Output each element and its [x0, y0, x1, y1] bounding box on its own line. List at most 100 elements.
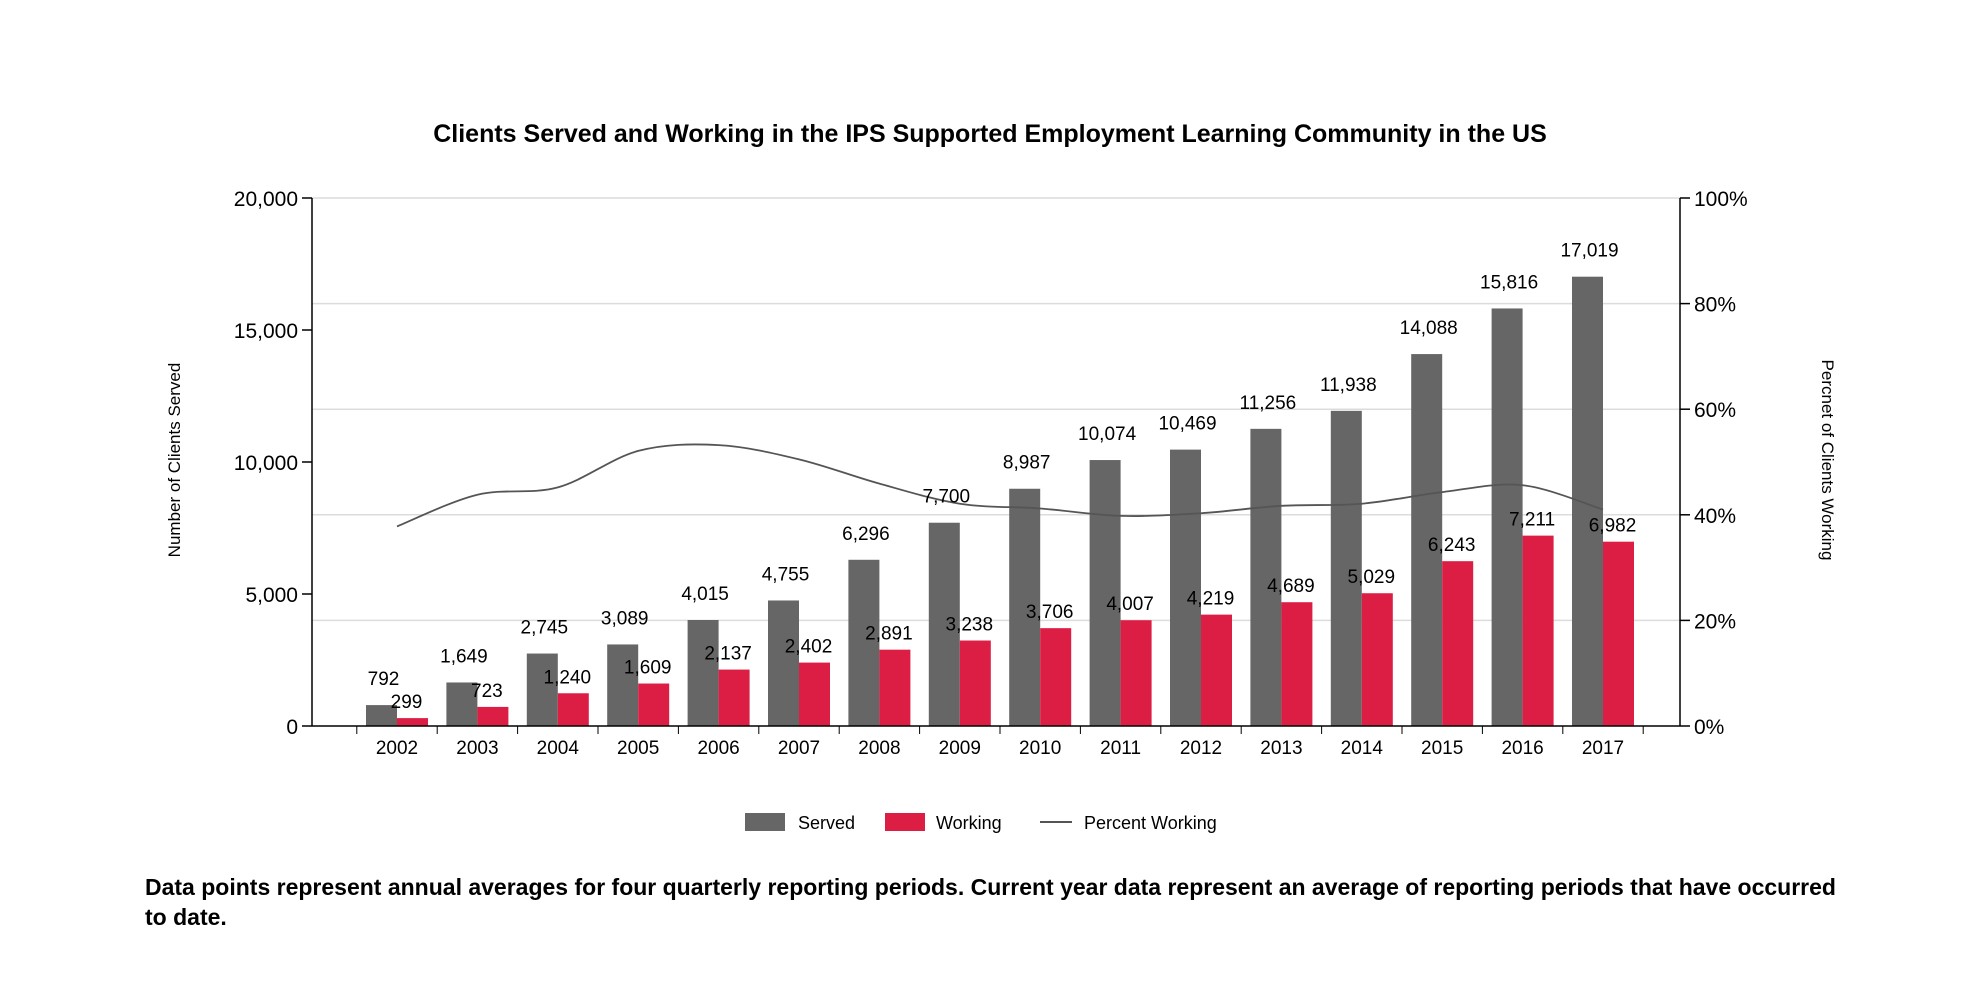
data-label-working: 4,689 — [1267, 576, 1315, 597]
x-tick-label: 2012 — [1180, 738, 1222, 759]
legend: Served Working Percent Working — [745, 813, 1217, 833]
percent-line — [396, 443, 1604, 528]
axes: 0 5,000 10,000 15,000 20,000 0% 20% 40% 60% 80% 10… — [234, 188, 1748, 759]
x-tick-label: 2002 — [376, 738, 418, 759]
data-label-working: 6,243 — [1428, 535, 1476, 556]
data-label-served: 6,296 — [842, 524, 890, 545]
x-tick-label: 2014 — [1341, 738, 1384, 759]
data-label-working: 7,211 — [1509, 510, 1555, 531]
data-label-served: 7,700 — [923, 487, 971, 508]
data-label-served: 11,938 — [1320, 375, 1377, 396]
series-line-percent-working — [396, 443, 1604, 528]
bar-served — [1009, 488, 1041, 726]
x-tick-label: 2009 — [939, 738, 981, 759]
data-label-working: 299 — [391, 692, 423, 713]
y-left-tick-label: 0 — [286, 716, 298, 739]
data-label-working: 723 — [471, 681, 503, 702]
y-left-tick-label: 20,000 — [234, 188, 298, 211]
bar-working — [1442, 561, 1474, 726]
data-label-served: 10,469 — [1158, 414, 1216, 435]
bar-working — [1603, 541, 1634, 726]
data-label-served: 4,755 — [762, 564, 810, 585]
chart-title: Clients Served and Working in the IPS Su… — [433, 120, 1547, 148]
bar-served — [366, 705, 397, 726]
y-left-axis-label: Number of Clients Served — [165, 363, 184, 558]
bar-served — [1330, 410, 1362, 726]
data-label-served: 14,088 — [1400, 318, 1458, 339]
bar-working — [557, 693, 589, 726]
x-tick-label: 2003 — [456, 738, 498, 759]
bar-working — [1120, 620, 1152, 726]
data-label-served: 10,074 — [1078, 424, 1137, 445]
bar-working — [959, 640, 991, 726]
legend-swatch-served — [745, 813, 785, 831]
y-right-tick-label: 60% — [1694, 399, 1736, 422]
bar-served — [768, 600, 799, 726]
bar-working — [477, 706, 509, 726]
legend-swatch-working — [885, 813, 925, 831]
data-label-served: 4,015 — [681, 584, 729, 605]
x-tick-label: 2005 — [617, 738, 659, 759]
bar-served — [1250, 428, 1282, 726]
data-label-served: 3,089 — [601, 608, 649, 629]
x-tick-label: 2016 — [1501, 738, 1543, 759]
data-label-working: 2,137 — [704, 644, 752, 665]
bar-served — [446, 682, 478, 726]
bar-served — [928, 522, 960, 726]
legend-label-working: Working — [936, 813, 1002, 833]
y-left-tick-label: 10,000 — [234, 452, 298, 475]
x-tick-label: 2004 — [537, 738, 580, 759]
y-right-axis-label: Percnet of Clients Working — [1818, 360, 1837, 561]
x-tick-label: 2010 — [1019, 738, 1061, 759]
bar-served — [526, 653, 558, 726]
bar-served — [687, 620, 719, 726]
x-tick-label: 2017 — [1582, 738, 1624, 759]
data-label-working: 5,029 — [1348, 567, 1396, 588]
bar-working — [1281, 602, 1313, 726]
data-label-served: 8,987 — [1003, 453, 1051, 474]
bar-served — [1411, 354, 1443, 726]
bar-served — [1491, 308, 1523, 726]
data-label-working: 2,402 — [785, 637, 833, 658]
data-label-served: 1,649 — [440, 646, 488, 667]
bar-served — [848, 559, 880, 726]
y-left-tick-label: 5,000 — [245, 584, 298, 607]
y-right-tick-label: 80% — [1694, 294, 1736, 317]
bar-working — [1201, 614, 1232, 726]
bar-served — [1089, 460, 1121, 726]
legend-label-percent-working: Percent Working — [1084, 813, 1217, 833]
data-label-served: 15,816 — [1480, 272, 1538, 293]
data-label-served: 17,019 — [1560, 241, 1618, 262]
data-label-working: 1,240 — [544, 667, 592, 688]
bar-working — [1522, 535, 1554, 726]
y-right-tick-label: 0% — [1694, 716, 1724, 739]
bar-working — [718, 669, 750, 726]
x-tick-label: 2011 — [1100, 738, 1141, 759]
bar-working — [638, 683, 670, 726]
bar-working — [1361, 593, 1393, 726]
grid — [312, 197, 1680, 622]
data-label-working: 1,609 — [624, 658, 672, 679]
y-right-tick-label: 20% — [1694, 610, 1736, 633]
footnote: Data points represent annual averages fo… — [145, 874, 1836, 930]
bar-working — [799, 662, 830, 726]
data-label-working: 3,238 — [946, 615, 994, 636]
x-tick-label: 2015 — [1421, 738, 1463, 759]
bar-served — [1170, 449, 1201, 726]
data-label-working: 2,891 — [865, 624, 913, 645]
bar-served — [1572, 276, 1603, 726]
data-label-served: 2,745 — [521, 618, 569, 639]
x-tick-label: 2013 — [1260, 738, 1302, 759]
y-right-tick-label: 40% — [1694, 505, 1736, 528]
data-label-working: 6,982 — [1589, 516, 1637, 537]
y-left-tick-label: 15,000 — [234, 320, 298, 343]
data-label-working: 4,219 — [1187, 589, 1235, 610]
x-tick-label: 2006 — [697, 738, 739, 759]
legend-label-served: Served — [798, 813, 855, 833]
bar-served — [607, 644, 639, 726]
data-label-working: 3,706 — [1026, 602, 1074, 623]
bar-working — [397, 718, 428, 726]
data-label-served: 792 — [368, 669, 400, 690]
